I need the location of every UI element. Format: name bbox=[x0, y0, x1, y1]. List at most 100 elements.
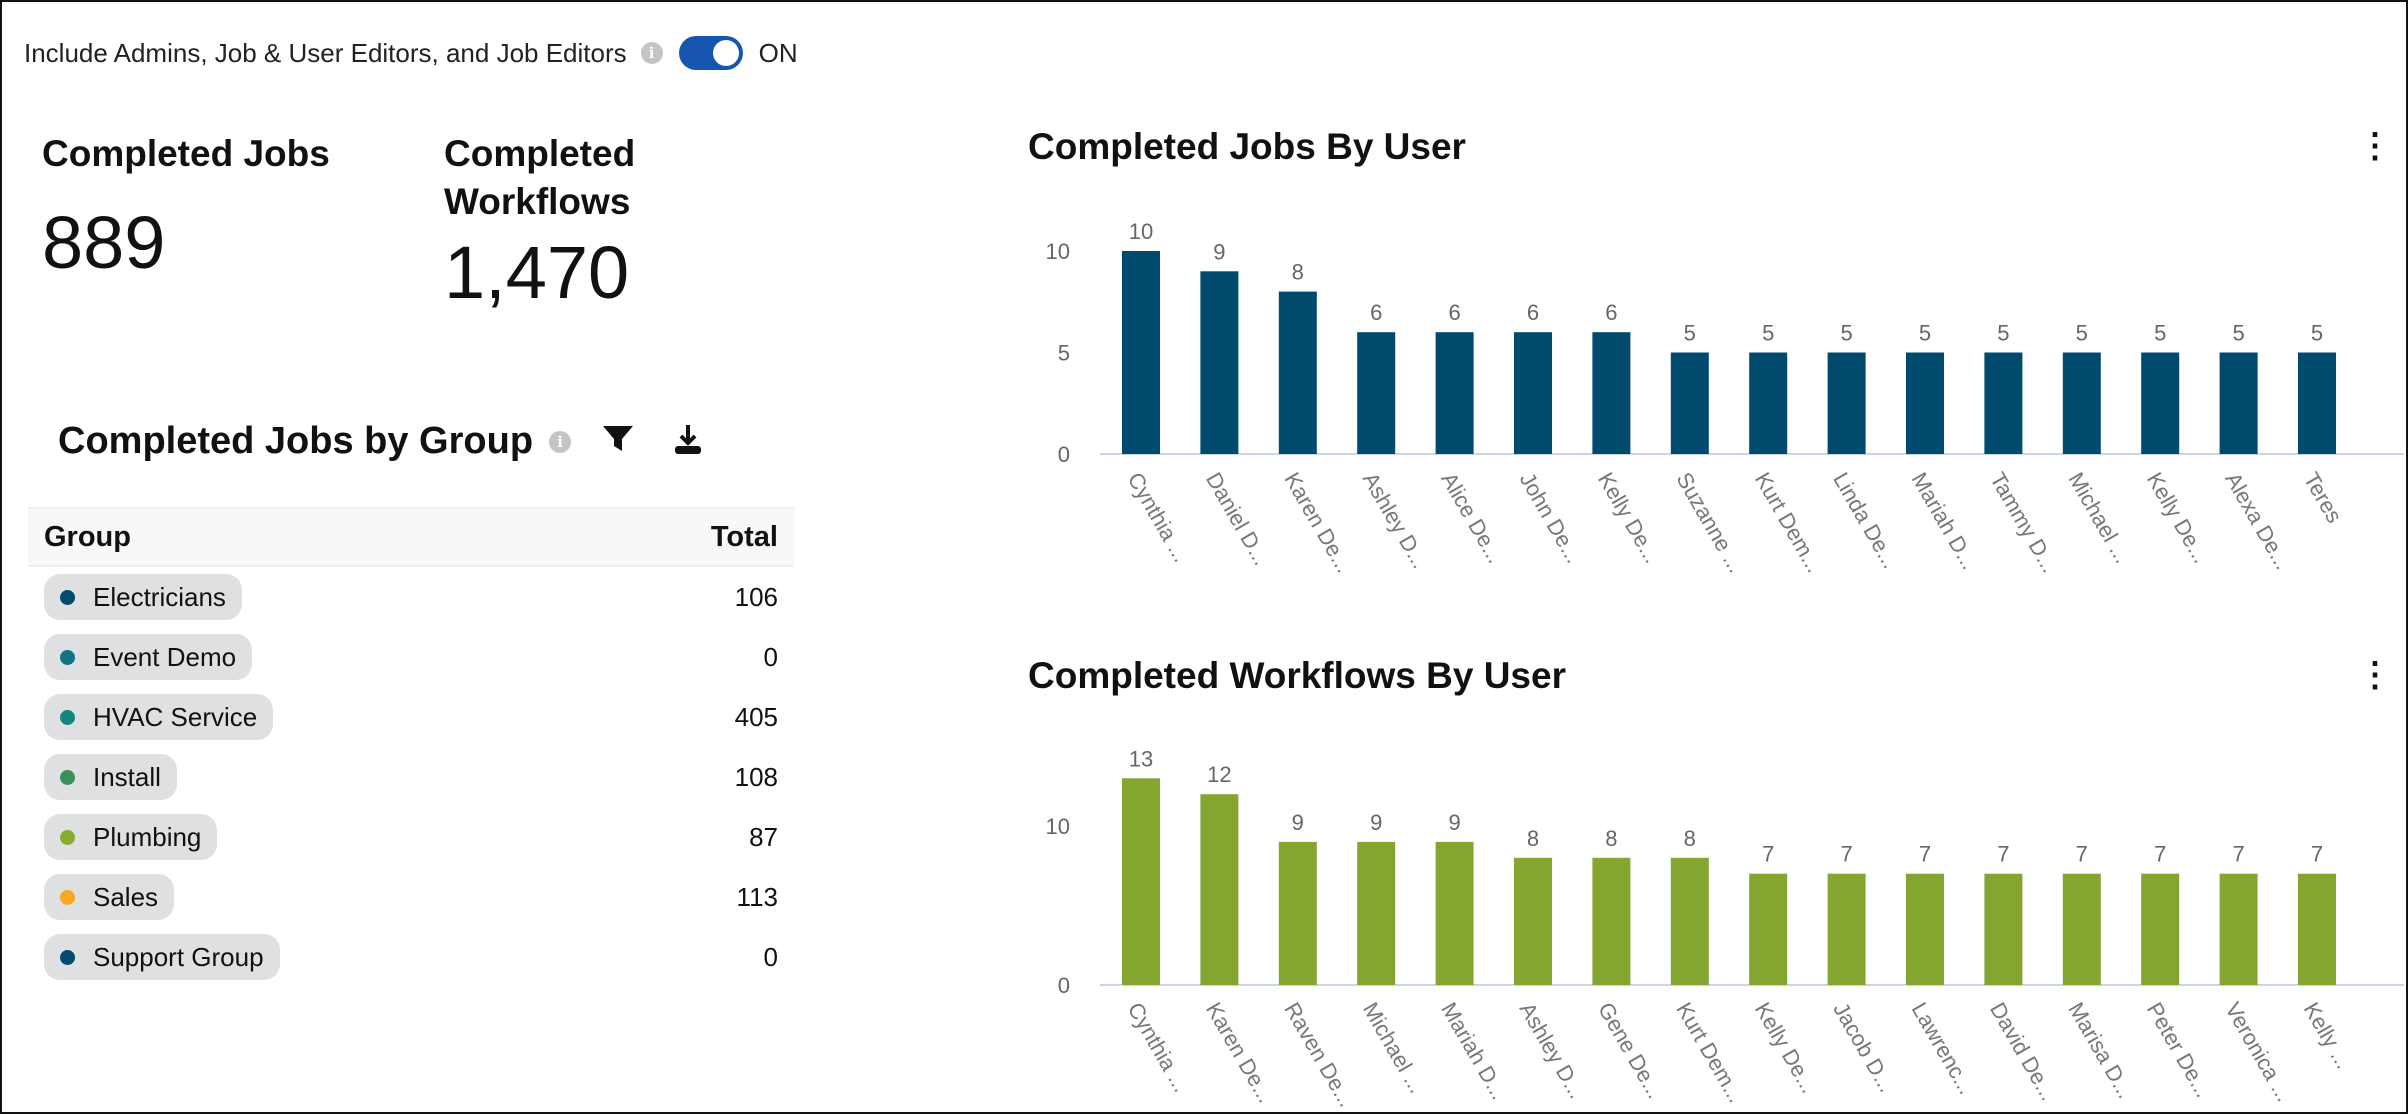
group-chip[interactable]: Plumbing bbox=[44, 814, 218, 860]
kpi-value: 1,470 bbox=[444, 231, 630, 314]
group-chip[interactable]: Electricians bbox=[44, 574, 242, 620]
bar-value-label: 6 bbox=[1605, 300, 1617, 325]
bar bbox=[1435, 841, 1474, 985]
x-tick-label: Kurt Dem... bbox=[1750, 468, 1827, 577]
x-tick-label: Suzanne ... bbox=[1671, 468, 1748, 577]
bar bbox=[2219, 352, 2258, 454]
filter-icon[interactable] bbox=[601, 423, 635, 460]
x-tick-label: Lawrenc... bbox=[1907, 998, 1979, 1098]
group-color-dot bbox=[60, 649, 75, 665]
x-tick-label: Kurt Dem... bbox=[1671, 998, 1748, 1107]
bar bbox=[1278, 841, 1317, 985]
x-tick-label: Peter De... bbox=[2142, 998, 2216, 1102]
x-tick-label: Mariah D... bbox=[1907, 468, 1982, 574]
bar-value-label: 9 bbox=[1213, 239, 1225, 264]
bar bbox=[1906, 352, 1944, 454]
group-color-dot bbox=[60, 889, 75, 905]
group-total: 0 bbox=[763, 941, 778, 972]
y-tick-label: 10 bbox=[1046, 814, 1070, 839]
bar bbox=[1357, 841, 1396, 985]
bar-value-label: 7 bbox=[1840, 842, 1852, 867]
bar-value-label: 6 bbox=[1527, 300, 1539, 325]
kpi-completed-jobs: Completed Jobs 889 bbox=[42, 130, 330, 285]
group-total: 405 bbox=[734, 701, 778, 732]
bar-value-label: 8 bbox=[1684, 826, 1696, 851]
column-header-group[interactable]: Group bbox=[44, 520, 131, 553]
group-total: 106 bbox=[734, 581, 778, 612]
group-chip[interactable]: Install bbox=[44, 754, 177, 800]
bar-value-label: 5 bbox=[2311, 321, 2323, 346]
info-icon[interactable]: i bbox=[640, 42, 663, 64]
table-row: Plumbing 87 bbox=[28, 807, 794, 867]
include-editors-filter: Include Admins, Job & User Editors, and … bbox=[24, 36, 798, 70]
table-row: Install 108 bbox=[28, 747, 794, 807]
group-chip[interactable]: Support Group bbox=[44, 934, 280, 980]
group-chip[interactable]: Event Demo bbox=[44, 634, 253, 680]
bar-value-label: 7 bbox=[1762, 842, 1774, 867]
bar-value-label: 5 bbox=[2232, 321, 2244, 346]
bar-value-label: 5 bbox=[2076, 321, 2088, 346]
x-tick-label: Michael ... bbox=[2063, 468, 2135, 567]
bar bbox=[1514, 857, 1552, 985]
bar-value-label: 5 bbox=[1762, 321, 1774, 346]
group-chip[interactable]: Sales bbox=[44, 874, 175, 920]
x-tick-label: Ashley D... bbox=[1515, 998, 1590, 1103]
download-icon[interactable] bbox=[671, 422, 705, 461]
group-name: Plumbing bbox=[93, 821, 202, 852]
info-icon[interactable]: i bbox=[549, 430, 572, 453]
bar bbox=[1278, 291, 1317, 454]
group-color-dot bbox=[60, 829, 75, 845]
y-tick-label: 0 bbox=[1058, 973, 1070, 998]
bar-value-label: 6 bbox=[1370, 300, 1382, 325]
group-chip[interactable]: HVAC Service bbox=[44, 694, 274, 740]
chart-title-jobs: Completed Jobs By User bbox=[1028, 126, 1466, 167]
table-row: HVAC Service 405 bbox=[28, 687, 794, 747]
group-total: 108 bbox=[734, 761, 778, 792]
bar bbox=[1749, 352, 1788, 454]
bar bbox=[2298, 352, 2336, 454]
group-color-dot bbox=[60, 709, 75, 725]
kpi-value: 889 bbox=[42, 201, 166, 284]
x-tick-label: Daniel D... bbox=[1201, 468, 1274, 569]
bar bbox=[1749, 873, 1788, 985]
include-editors-toggle[interactable] bbox=[678, 36, 743, 70]
bar-value-label: 7 bbox=[2232, 842, 2244, 867]
group-section-header: Completed Jobs by Group i bbox=[58, 420, 705, 463]
group-name: Event Demo bbox=[93, 641, 237, 672]
x-tick-label: Linda De... bbox=[1828, 468, 1903, 573]
bar-value-label: 5 bbox=[1919, 321, 1931, 346]
bar bbox=[1984, 352, 2023, 454]
column-header-total[interactable]: Total bbox=[710, 520, 778, 553]
bar-value-label: 10 bbox=[1129, 219, 1153, 244]
bar-value-label: 8 bbox=[1527, 826, 1539, 851]
x-tick-label: Mariah D... bbox=[1436, 998, 1511, 1104]
bar bbox=[2062, 873, 2101, 985]
bar-value-label: 5 bbox=[1840, 321, 1852, 346]
group-name: HVAC Service bbox=[93, 701, 258, 732]
bar bbox=[2298, 873, 2336, 985]
bar-value-label: 9 bbox=[1292, 810, 1304, 835]
chart-title-workflows: Completed Workflows By User bbox=[1028, 655, 1566, 696]
toggle-state: ON bbox=[758, 37, 798, 68]
bar bbox=[1200, 271, 1239, 454]
group-name: Electricians bbox=[93, 581, 226, 612]
x-tick-label: Karen De... bbox=[1279, 468, 1356, 577]
bar-value-label: 5 bbox=[1684, 321, 1696, 346]
bar-value-label: 7 bbox=[1997, 842, 2009, 867]
bar-value-label: 7 bbox=[2076, 842, 2088, 867]
table-row: Electricians 106 bbox=[28, 567, 794, 627]
x-tick-label: Ashley D... bbox=[1358, 468, 1433, 573]
more-options-icon[interactable]: ⋮ bbox=[2358, 127, 2392, 165]
bar-value-label: 12 bbox=[1207, 762, 1231, 787]
more-options-icon[interactable]: ⋮ bbox=[2358, 656, 2392, 694]
group-name: Install bbox=[93, 761, 161, 792]
y-tick-label: 5 bbox=[1058, 341, 1070, 366]
x-tick-label: Veronica ... bbox=[2220, 998, 2297, 1106]
bar bbox=[1592, 857, 1631, 985]
x-tick-label: Kelly De... bbox=[1750, 998, 1822, 1097]
group-total: 0 bbox=[763, 641, 778, 672]
x-tick-label: Cynthia ... bbox=[1123, 998, 1194, 1096]
x-tick-label: John De... bbox=[1515, 468, 1587, 567]
bar-value-label: 9 bbox=[1448, 810, 1460, 835]
